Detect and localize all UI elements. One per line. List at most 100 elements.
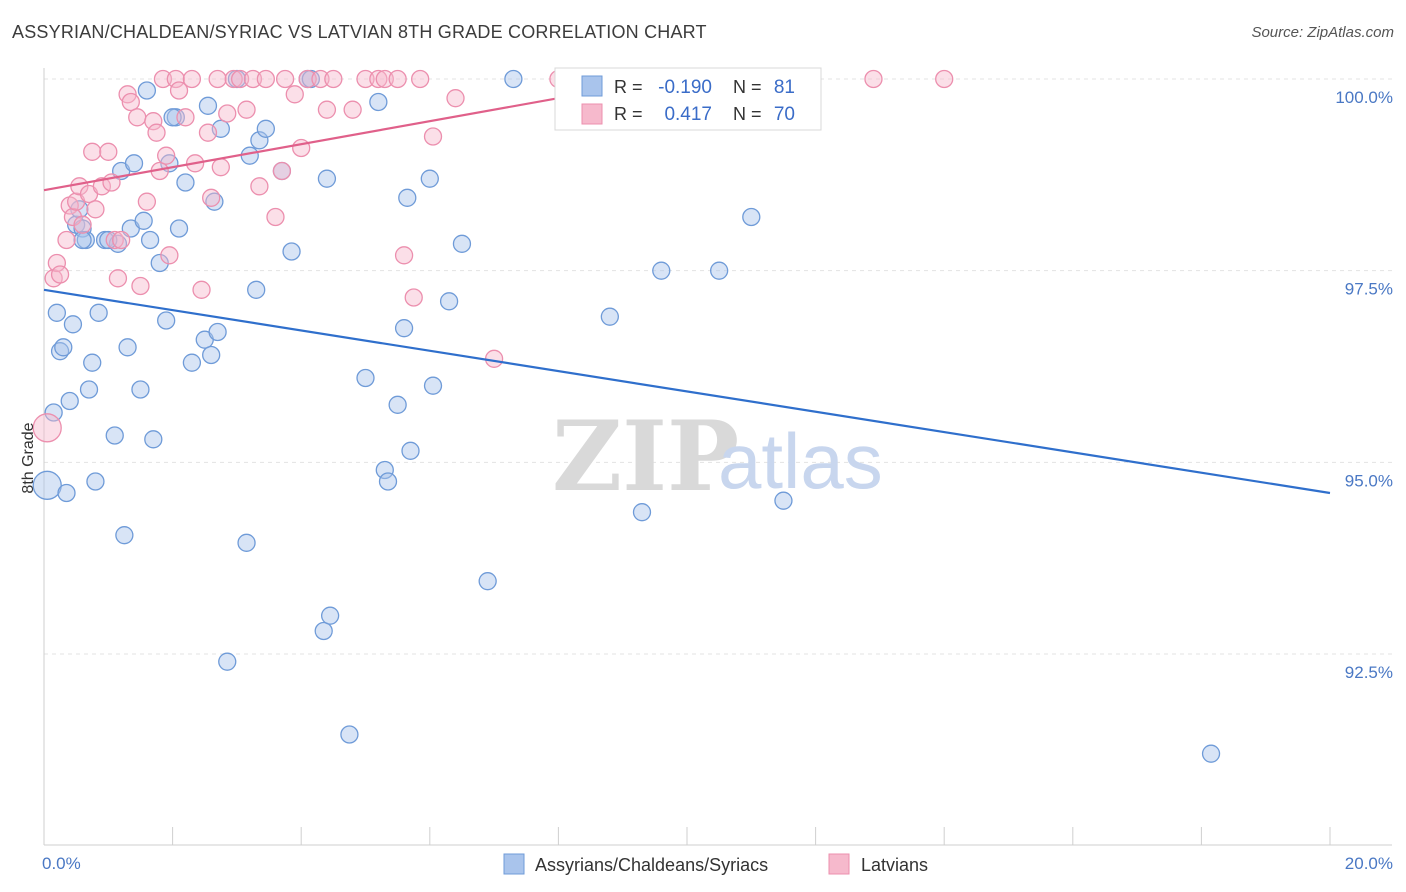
y-tick-labels: 92.5% 95.0% 97.5% 100.0%: [1335, 88, 1393, 682]
point-latvians-25: [147, 123, 166, 142]
point-latvians-29: [160, 246, 179, 265]
point-assyrians-53: [317, 169, 337, 188]
point-assyrians-21: [118, 338, 137, 357]
point-latvians-61: [394, 246, 414, 265]
point-assyrians-75: [774, 491, 793, 510]
point-latvians-14: [99, 142, 118, 161]
point-assyrians-44: [240, 146, 259, 165]
point-assyrians-6: [60, 391, 79, 411]
point-assyrians-70: [600, 307, 619, 326]
point-assyrians-63: [401, 441, 420, 460]
point-latvians-33: [182, 69, 202, 89]
point-assyrians-32: [169, 219, 189, 238]
point-assyrians-13: [83, 353, 102, 372]
legend-r-label-1: R =: [614, 77, 643, 97]
point-latvians-27: [153, 69, 173, 89]
point-assyrians-37: [202, 345, 221, 365]
point-latvians-23: [137, 192, 157, 211]
point-latvians-24: [144, 112, 163, 131]
point-latvians-20: [121, 92, 140, 112]
point-assyrians-5: [57, 483, 76, 503]
point-latvians-6: [63, 207, 83, 227]
legend-n-value-1: 81: [774, 77, 795, 98]
axes: [43, 68, 1392, 846]
point-latvians-40: [218, 104, 237, 123]
point-latvians-66: [484, 349, 504, 368]
point-latvians-13: [92, 177, 112, 196]
point-assyrians-27: [144, 430, 163, 449]
point-latvians-64: [423, 127, 443, 146]
point-latvians-39: [211, 158, 230, 177]
point-latvians-68: [864, 69, 883, 89]
point-assyrians-59: [378, 472, 398, 491]
point-latvians-47: [266, 207, 285, 227]
point-latvians-17: [108, 269, 128, 288]
y-axis-title: 8th Grade: [20, 422, 37, 493]
point-latvians-46: [256, 69, 275, 89]
point-assyrians-17: [105, 426, 124, 445]
legend-r-value-2: 0.417: [664, 104, 712, 125]
series-legend-swatch-pink: [828, 853, 850, 875]
point-assyrians-73: [710, 261, 729, 280]
point-assyrians-54: [320, 606, 340, 625]
x-tick-label-min: 0.0%: [42, 854, 81, 873]
point-assyrians-1: [44, 403, 63, 422]
y-tick-label-3: 100.0%: [1335, 88, 1393, 107]
point-latvians-57: [356, 69, 375, 89]
point-latvians-21: [128, 108, 147, 127]
point-assyrians-78: [163, 108, 182, 127]
point-latvians-12: [86, 200, 105, 219]
point-assyrians-77: [124, 154, 144, 173]
point-latvians-31: [169, 81, 189, 100]
point-assyrians-62: [398, 188, 417, 207]
point-assyrians-65: [423, 376, 443, 395]
point-latvians-3: [50, 265, 70, 284]
point-assyrians-58: [375, 460, 394, 480]
stats-legend: R = -0.190 N = 81 R = 0.417 N = 70: [554, 67, 822, 131]
series-assyrians-points: [32, 69, 1221, 763]
point-latvians-30: [166, 69, 185, 89]
point-assyrians-52: [314, 621, 333, 641]
point-assyrians-43: [237, 533, 256, 552]
point-assyrians-56: [356, 368, 375, 388]
point-assyrians-71: [632, 503, 652, 522]
series-legend-swatch-blue: [503, 853, 525, 875]
point-latvians-18: [112, 230, 131, 250]
point-assyrians-12: [79, 380, 99, 399]
point-assyrians-46: [250, 131, 269, 150]
y-tick-label-0: 92.5%: [1345, 663, 1393, 682]
point-latvians-42: [230, 69, 250, 89]
series-legend: Assyrians/Chaldeans/Syriacs Latvians: [503, 853, 928, 875]
point-assyrians-76: [1201, 744, 1221, 763]
point-assyrians-45: [247, 280, 266, 299]
point-latvians-16: [105, 230, 124, 250]
point-latvians-59: [375, 69, 394, 89]
point-assyrians-80: [99, 230, 118, 250]
point-assyrians-61: [394, 319, 414, 338]
legend-r-label-2: R =: [614, 104, 643, 124]
legend-swatch-pink: [581, 103, 603, 125]
point-assyrians-60: [388, 395, 407, 414]
x-tick-label-max: 20.0%: [1345, 854, 1393, 873]
point-latvians-63: [411, 69, 430, 89]
point-latvians-43: [237, 100, 256, 119]
point-latvians-38: [208, 69, 227, 89]
point-latvians-22: [131, 276, 150, 296]
point-latvians-11: [83, 142, 102, 161]
point-latvians-56: [343, 100, 362, 119]
legend-r-value-1: -0.190: [658, 77, 712, 98]
point-latvians-69: [935, 69, 954, 89]
point-assyrians-0: [32, 470, 62, 500]
point-assyrians-24: [134, 211, 153, 230]
point-assyrians-7: [63, 315, 83, 334]
point-latvians-54: [317, 100, 337, 119]
gridlines: [44, 78, 1392, 655]
point-assyrians-33: [176, 173, 195, 192]
point-assyrians-39: [208, 322, 227, 342]
point-latvians-36: [198, 123, 218, 142]
point-latvians-60: [388, 69, 407, 89]
point-latvians-52: [298, 69, 317, 89]
point-assyrians-25: [137, 81, 157, 100]
point-assyrians-66: [439, 292, 459, 311]
trend-line-assyrians: [43, 288, 1331, 495]
